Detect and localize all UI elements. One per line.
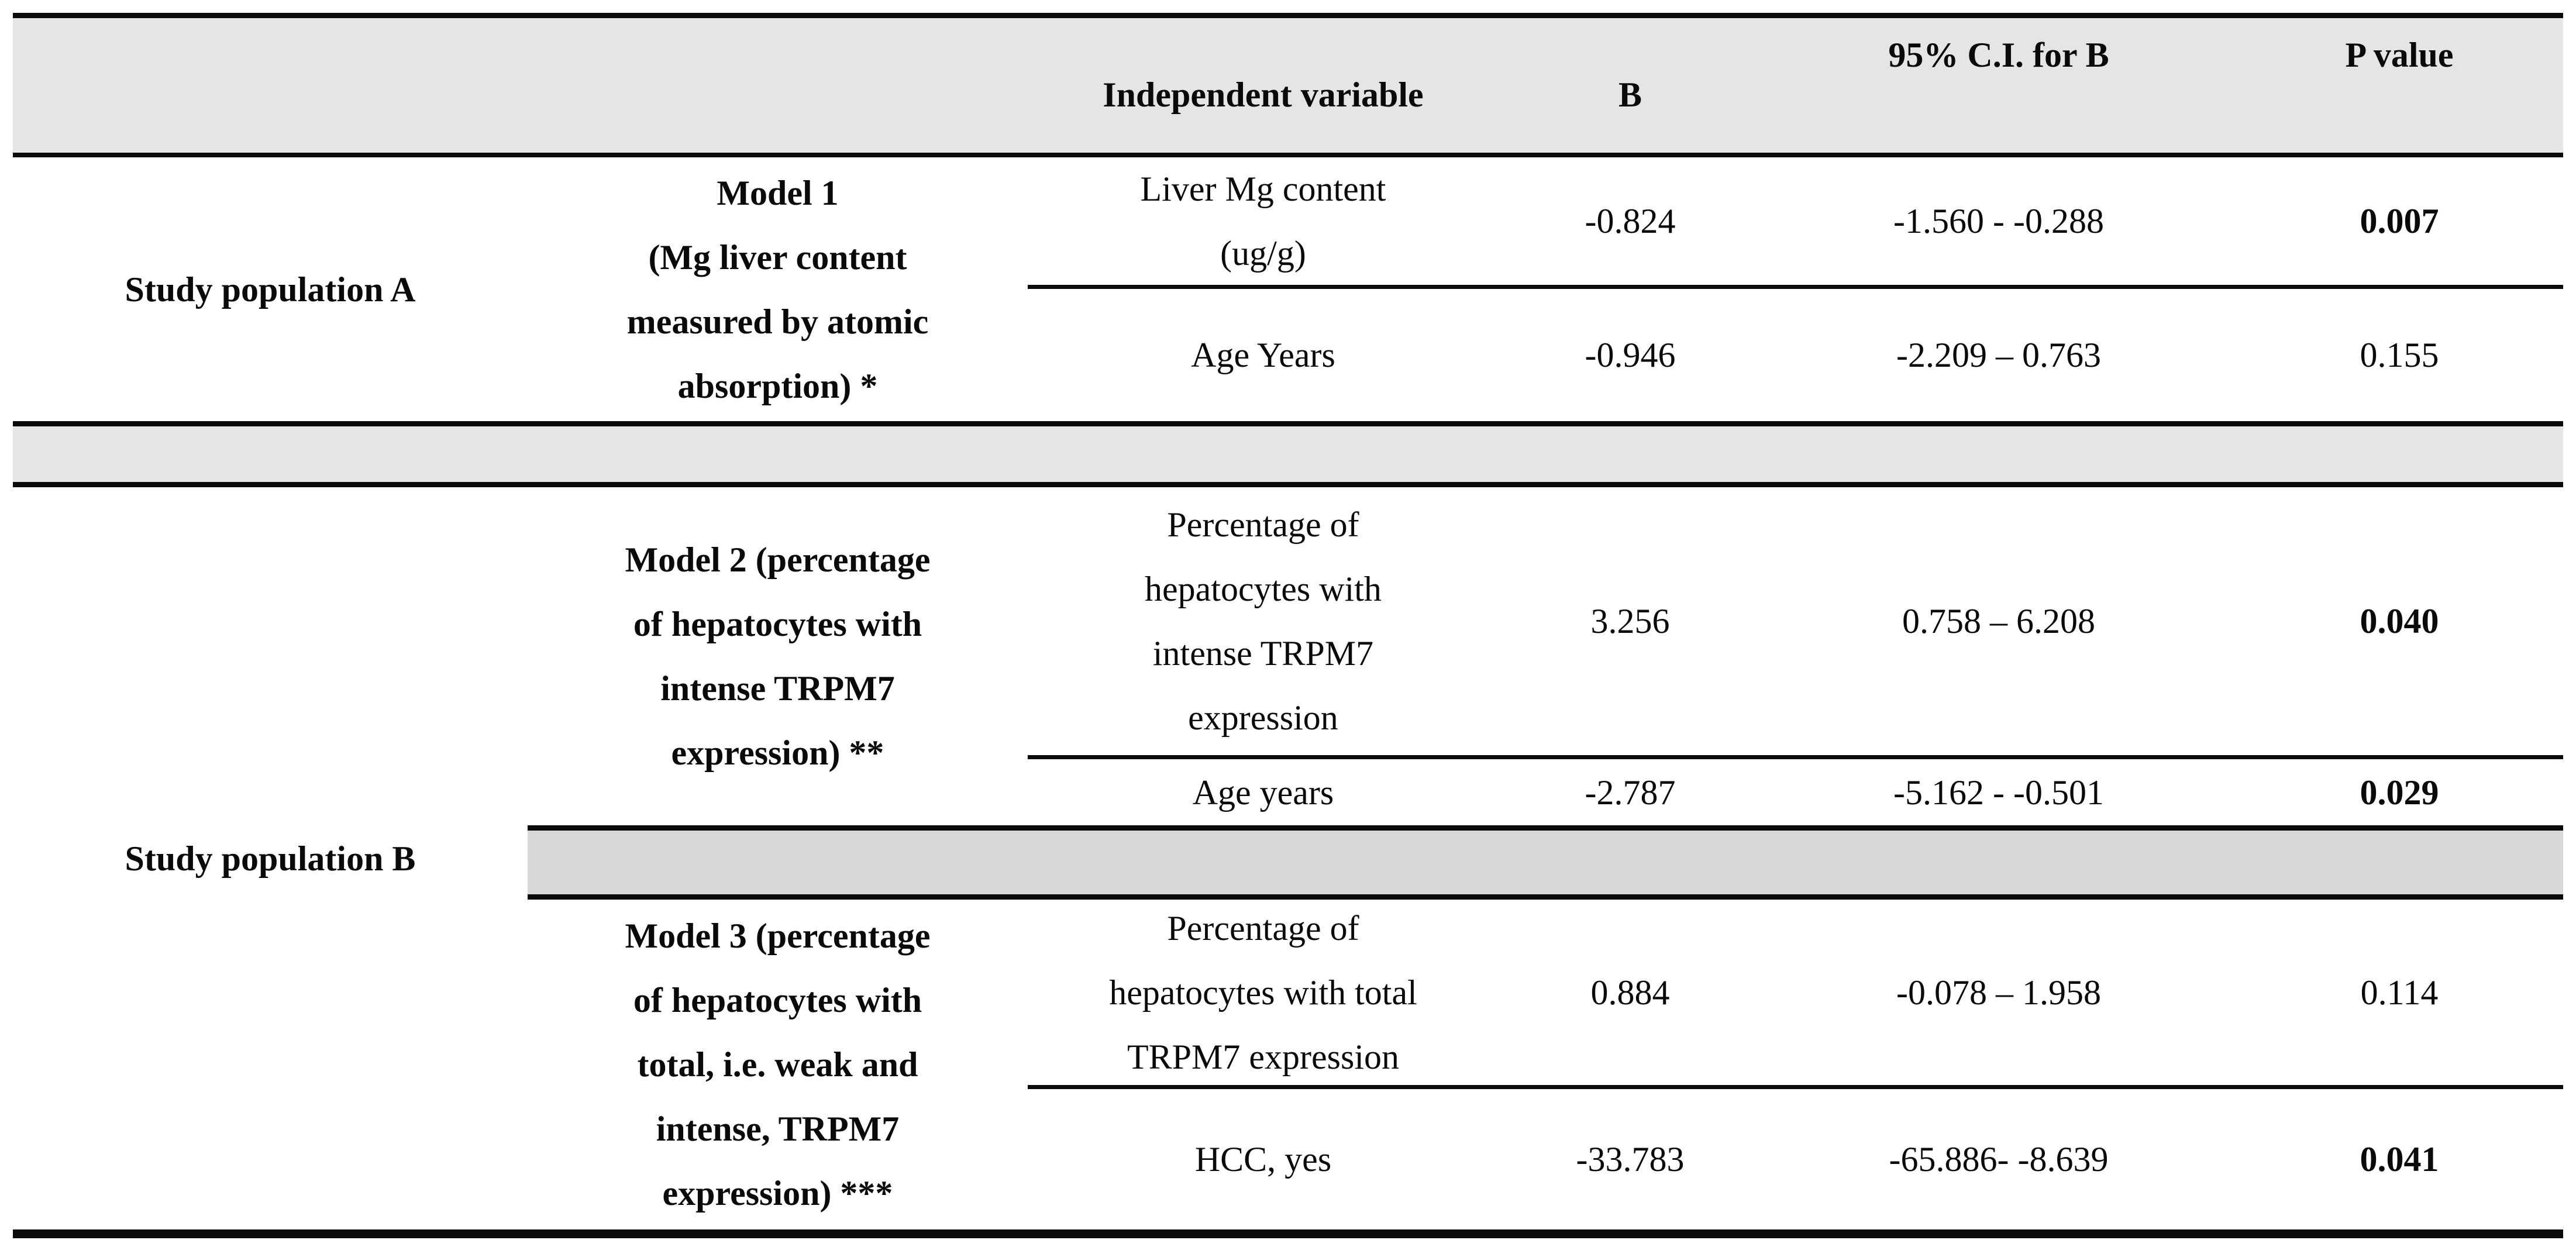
model1-row2-variable: Age Years	[1191, 336, 1335, 374]
model3-row1-variable: Percentage of hepatocytes with total TRP…	[1028, 900, 1499, 1089]
model2-row1-ci: 0.758 – 6.208	[1762, 487, 2236, 759]
model3-row1-b: 0.884	[1499, 900, 1762, 1089]
model3-row1-p: 0.114	[2236, 900, 2563, 1089]
model2-row2-variable: Age years	[1192, 773, 1334, 812]
model2-row1-variable: Percentage of hepatocytes with intense T…	[1028, 487, 1499, 759]
model1-row1-b: -0.824	[1499, 157, 1762, 289]
model3-row2-p: 0.041	[2360, 1140, 2439, 1179]
model2-label: Model 2 (percentage of hepatocytes with …	[625, 540, 931, 772]
population-a-label: Study population A	[125, 270, 416, 309]
model2-row2-b: -2.787	[1585, 773, 1676, 812]
model2-row1-b: 3.256	[1499, 487, 1762, 759]
model-separator-band	[528, 825, 2563, 900]
model1-row2-b: -0.946	[1585, 336, 1676, 374]
header-ci: 95% C.I. for B	[1762, 18, 2236, 157]
model2-row1-p: 0.040	[2236, 487, 2563, 759]
model1-row1-variable: Liver Mg content (ug/g)	[1028, 157, 1499, 289]
model3-row2-b: -33.783	[1576, 1140, 1685, 1179]
header-ci-label: 95% C.I. for B	[1888, 36, 2109, 74]
header-b-label: B	[1618, 75, 1642, 114]
model1-label: Model 1 (Mg liver content measured by at…	[626, 173, 929, 405]
population-b-label: Study population B	[125, 839, 416, 878]
header-p-value-label: P value	[2345, 36, 2454, 74]
model2-row2-p: 0.029	[2360, 773, 2439, 812]
header-p-value: P value	[2236, 18, 2563, 157]
header-independent-variable: Independent variable	[1028, 18, 1499, 157]
header-b: B	[1499, 18, 1762, 157]
model3-label: Model 3 (percentage of hepatocytes with …	[625, 917, 931, 1213]
model1-row1-p: 0.007	[2236, 157, 2563, 289]
model3-row2-variable: HCC, yes	[1194, 1140, 1332, 1179]
model3-row2-ci: -65.886- -8.639	[1889, 1140, 2109, 1179]
section-separator-band	[13, 421, 2563, 487]
model2-row2-ci: -5.162 - -0.501	[1893, 773, 2104, 812]
header-independent-variable-label: Independent variable	[1103, 75, 1424, 114]
model1-row2-p: 0.155	[2360, 336, 2439, 374]
model3-row1-ci: -0.078 – 1.958	[1762, 900, 2236, 1089]
model1-row1-ci: -1.560 - -0.288	[1762, 157, 2236, 289]
model1-row2-ci: -2.209 – 0.763	[1896, 336, 2101, 374]
header-empty-cell	[13, 18, 1028, 157]
regression-results-table: Independent variable B 95% C.I. for B P …	[13, 13, 2563, 1238]
